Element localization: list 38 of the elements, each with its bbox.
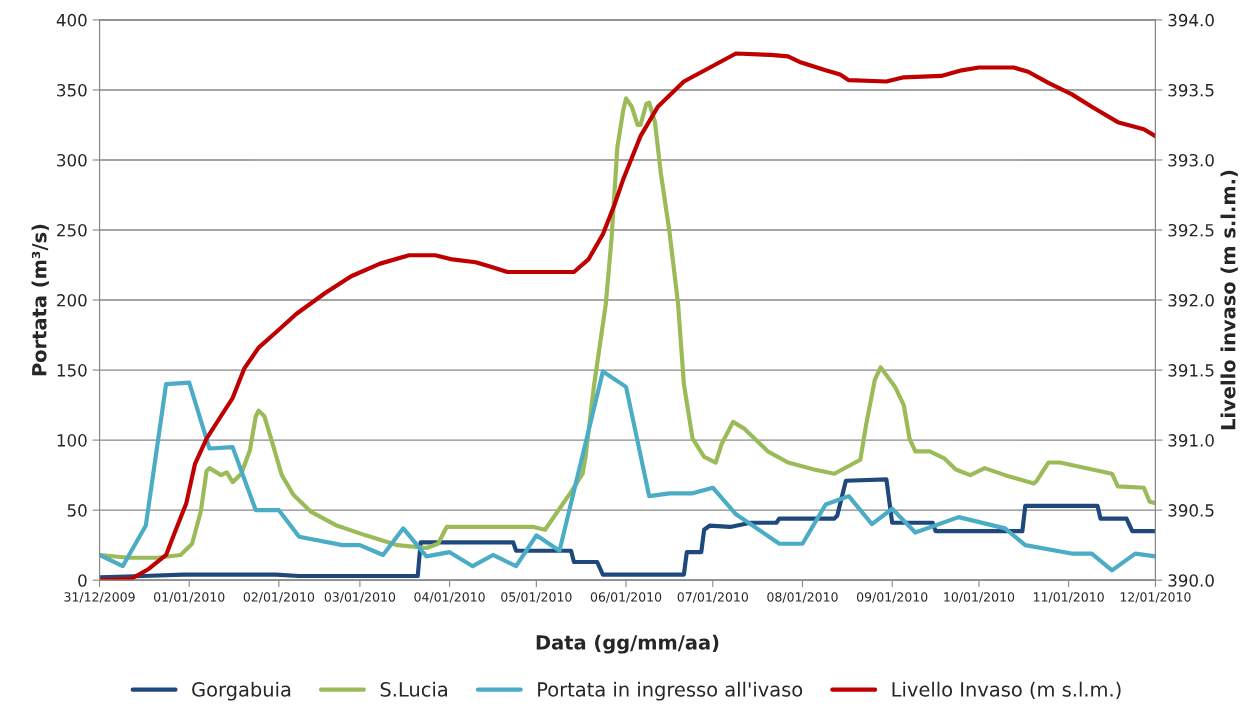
x-tick-label: 10/01/2010 [944, 592, 1015, 603]
y2-axis-title: Livello invaso (m s.l.m.) [1220, 170, 1238, 430]
y-tick-label: 150 [57, 364, 87, 377]
x-tick-label: 08/01/2010 [767, 592, 838, 603]
x-tick-label: 07/01/2010 [677, 592, 749, 603]
x-tick-label: 01/01/2010 [154, 592, 225, 603]
y-tick-label: 250 [57, 223, 87, 237]
y-tick-label: 50 [67, 504, 87, 517]
x-tick-label: 09/01/2010 [856, 592, 928, 603]
x-tick-label: 03/01/2010 [324, 592, 396, 603]
y2-tick-label: 392.0 [1168, 294, 1214, 307]
y-tick-label: 0 [78, 574, 87, 587]
x-tick-label: 02/01/2010 [243, 592, 315, 603]
legend-label: Gorgabuia [192, 681, 291, 701]
legend-label: S.Lucia [380, 681, 447, 697]
y2-tick-label: 393.5 [1168, 83, 1214, 97]
x-tick-label: 04/01/2010 [414, 592, 485, 603]
y2-tick-label: 391.5 [1168, 364, 1214, 377]
y-tick-label: 100 [57, 434, 87, 447]
x-tick-label: 12/01/2010 [1120, 592, 1191, 603]
x-tick-label: 31/12/2009 [64, 592, 135, 603]
legend-label: Portata in ingresso all'ivaso [538, 681, 803, 701]
x-tick-label: 05/01/2010 [501, 592, 572, 603]
y2-tick-label: 391.0 [1168, 434, 1214, 447]
y-tick-label: 400 [56, 13, 87, 27]
y-tick-label: 200 [57, 294, 87, 307]
legend-label: Livello Invaso (m s.l.m.) [892, 681, 1121, 700]
x-tick-label: 06/01/2010 [590, 592, 662, 603]
y2-tick-label: 390.0 [1168, 574, 1214, 587]
y-tick-label: 300 [57, 153, 87, 167]
y2-tick-label: 392.5 [1168, 223, 1214, 237]
x-axis-title: Data (gg/mm/aa) [536, 634, 719, 654]
y-axis-title: Portata (m³/s) [31, 224, 49, 376]
y2-tick-label: 394.0 [1168, 13, 1214, 27]
y-tick-label: 350 [57, 83, 87, 97]
y2-tick-label: 393.0 [1168, 153, 1214, 167]
y2-tick-label: 390.5 [1168, 504, 1214, 517]
x-tick-label: 11/01/2010 [1033, 592, 1104, 603]
